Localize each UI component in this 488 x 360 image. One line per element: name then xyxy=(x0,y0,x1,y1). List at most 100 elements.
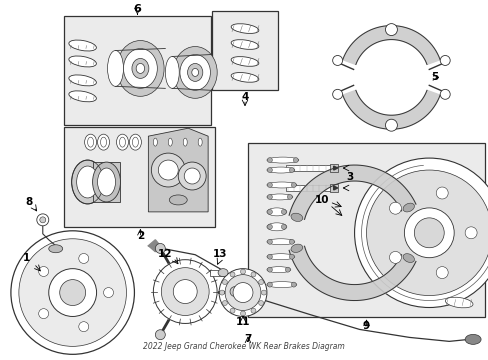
Ellipse shape xyxy=(72,160,103,204)
Text: 1: 1 xyxy=(23,253,30,263)
Bar xyxy=(210,270,224,276)
Text: 12: 12 xyxy=(158,249,172,259)
Bar xyxy=(285,185,333,191)
Ellipse shape xyxy=(231,40,258,49)
Ellipse shape xyxy=(129,134,141,150)
Circle shape xyxy=(229,287,240,297)
Ellipse shape xyxy=(290,244,302,252)
Circle shape xyxy=(267,224,272,229)
Text: 2022 Jeep Grand Cherokee WK Rear Brakes Diagram: 2022 Jeep Grand Cherokee WK Rear Brakes … xyxy=(143,342,344,351)
Circle shape xyxy=(413,218,443,248)
Circle shape xyxy=(291,282,296,287)
Circle shape xyxy=(385,24,397,36)
Text: 5: 5 xyxy=(431,72,438,82)
Ellipse shape xyxy=(119,137,125,147)
Ellipse shape xyxy=(101,137,106,147)
Ellipse shape xyxy=(266,254,294,260)
Circle shape xyxy=(39,266,48,276)
Ellipse shape xyxy=(169,195,187,205)
Circle shape xyxy=(178,162,206,190)
Circle shape xyxy=(222,280,227,285)
Ellipse shape xyxy=(77,166,99,198)
Ellipse shape xyxy=(183,138,187,146)
Bar xyxy=(63,15,211,125)
Circle shape xyxy=(155,330,165,340)
Circle shape xyxy=(240,269,245,274)
Polygon shape xyxy=(148,240,160,252)
Circle shape xyxy=(267,267,272,272)
Circle shape xyxy=(267,282,272,287)
Ellipse shape xyxy=(266,157,298,163)
Circle shape xyxy=(267,167,272,172)
Circle shape xyxy=(464,227,476,239)
Polygon shape xyxy=(342,26,439,64)
Circle shape xyxy=(267,158,272,163)
Text: 13: 13 xyxy=(212,249,227,259)
Text: 7: 7 xyxy=(244,334,251,345)
Circle shape xyxy=(49,269,96,316)
Ellipse shape xyxy=(445,297,472,308)
Text: 6: 6 xyxy=(133,4,141,14)
Ellipse shape xyxy=(69,75,96,86)
Polygon shape xyxy=(288,165,415,219)
Circle shape xyxy=(281,210,286,214)
Bar xyxy=(247,143,484,318)
Ellipse shape xyxy=(198,138,202,146)
Ellipse shape xyxy=(266,194,292,200)
Bar xyxy=(329,164,337,172)
Circle shape xyxy=(332,89,342,99)
Bar xyxy=(212,11,277,90)
Polygon shape xyxy=(148,128,208,212)
Circle shape xyxy=(153,260,217,323)
Polygon shape xyxy=(333,186,337,190)
Ellipse shape xyxy=(69,56,96,67)
Ellipse shape xyxy=(168,138,172,146)
Circle shape xyxy=(224,275,261,310)
Ellipse shape xyxy=(196,135,203,149)
Circle shape xyxy=(293,158,298,163)
Text: 4: 4 xyxy=(241,92,248,102)
Circle shape xyxy=(184,168,200,184)
Circle shape xyxy=(289,254,294,259)
Circle shape xyxy=(233,283,252,302)
Ellipse shape xyxy=(69,91,96,102)
Ellipse shape xyxy=(123,49,157,88)
Circle shape xyxy=(39,309,48,319)
Ellipse shape xyxy=(290,213,302,221)
Circle shape xyxy=(229,272,235,277)
Circle shape xyxy=(11,231,134,354)
Circle shape xyxy=(435,267,447,279)
Circle shape xyxy=(60,280,85,306)
Ellipse shape xyxy=(84,134,96,150)
Circle shape xyxy=(40,217,46,223)
Circle shape xyxy=(219,290,224,295)
Ellipse shape xyxy=(153,138,157,146)
Circle shape xyxy=(281,224,286,229)
Ellipse shape xyxy=(116,134,128,150)
Circle shape xyxy=(385,119,397,131)
Circle shape xyxy=(291,183,296,188)
Text: 10: 10 xyxy=(314,195,328,205)
Circle shape xyxy=(240,311,245,316)
Circle shape xyxy=(267,183,272,188)
Circle shape xyxy=(173,280,197,303)
Circle shape xyxy=(258,280,263,285)
Ellipse shape xyxy=(136,63,144,73)
Ellipse shape xyxy=(402,203,413,212)
Ellipse shape xyxy=(98,168,115,196)
Circle shape xyxy=(435,187,447,199)
Ellipse shape xyxy=(92,162,120,202)
Ellipse shape xyxy=(181,135,189,149)
Circle shape xyxy=(250,272,255,277)
Text: 3: 3 xyxy=(346,172,352,182)
Ellipse shape xyxy=(266,267,290,273)
Ellipse shape xyxy=(402,254,413,262)
Circle shape xyxy=(332,55,342,66)
Circle shape xyxy=(258,301,263,306)
Circle shape xyxy=(261,290,266,295)
Ellipse shape xyxy=(266,223,286,231)
Circle shape xyxy=(229,308,235,313)
Circle shape xyxy=(289,239,294,244)
Circle shape xyxy=(388,251,401,264)
Ellipse shape xyxy=(173,46,217,98)
